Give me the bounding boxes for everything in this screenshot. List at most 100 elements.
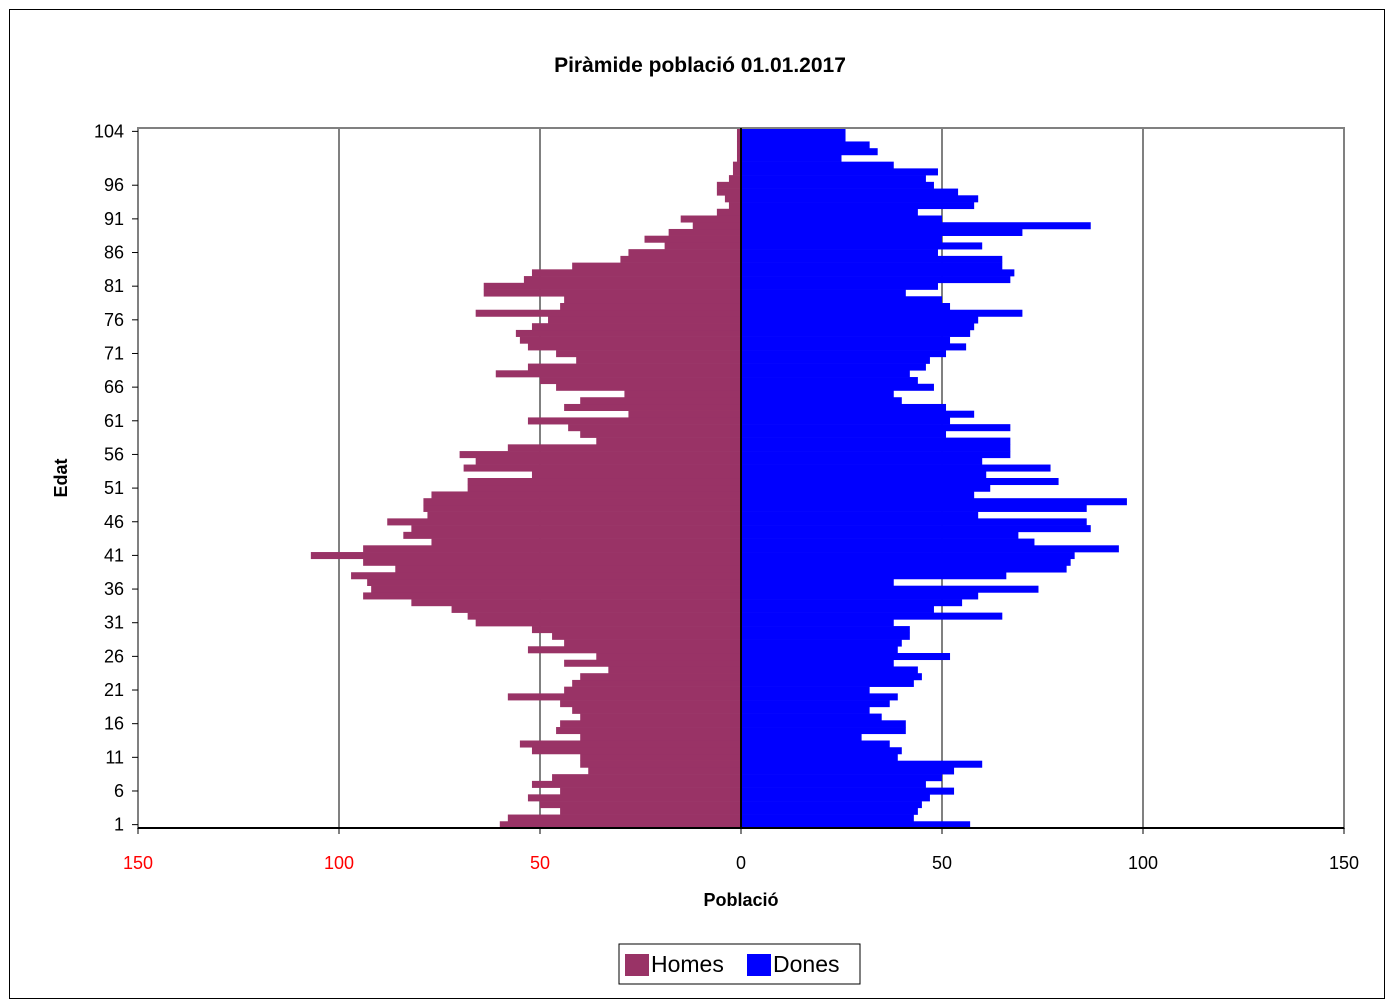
bar-dones-age-99 bbox=[741, 161, 894, 169]
bar-homes-age-18 bbox=[572, 706, 741, 714]
bar-dones-age-30 bbox=[741, 626, 910, 634]
bar-dones-age-77 bbox=[741, 309, 1023, 317]
bar-dones-age-22 bbox=[741, 679, 914, 687]
y-tick-label-9: 46 bbox=[104, 512, 124, 532]
y-tick-label-2: 11 bbox=[105, 747, 124, 767]
bar-homes-age-69 bbox=[527, 363, 741, 371]
x-axis-title: Població bbox=[703, 890, 778, 910]
bar-homes-age-64 bbox=[580, 397, 741, 405]
legend-label-homes: Homes bbox=[651, 951, 724, 977]
bar-homes-age-85 bbox=[620, 255, 741, 263]
bar-dones-age-57 bbox=[741, 444, 1011, 452]
bar-homes-age-86 bbox=[628, 249, 741, 257]
bar-dones-age-90 bbox=[741, 222, 1091, 230]
bar-dones-age-52 bbox=[741, 478, 1059, 486]
bar-dones-age-1 bbox=[741, 821, 971, 829]
bar-dones-age-38 bbox=[741, 572, 1007, 580]
bar-homes-age-47 bbox=[427, 511, 741, 519]
bar-homes-age-4 bbox=[540, 801, 741, 809]
bar-dones-age-62 bbox=[741, 410, 975, 418]
bar-dones-age-68 bbox=[741, 370, 910, 378]
legend-swatch-homes bbox=[625, 954, 649, 976]
bar-homes-age-73 bbox=[519, 336, 741, 344]
bar-homes-age-16 bbox=[560, 720, 741, 728]
bar-homes-age-79 bbox=[564, 296, 741, 304]
bar-dones-age-58 bbox=[741, 437, 1011, 445]
bar-homes-age-83 bbox=[531, 269, 741, 277]
bar-dones-age-5 bbox=[741, 794, 930, 802]
bar-dones-age-93 bbox=[741, 202, 975, 210]
bar-homes-age-14 bbox=[580, 733, 741, 741]
bar-dones-age-28 bbox=[741, 639, 902, 647]
bar-homes-age-19 bbox=[560, 700, 741, 708]
bar-homes-age-25 bbox=[564, 659, 741, 667]
y-tick-label-0: 1 bbox=[114, 815, 124, 835]
bar-dones-age-56 bbox=[741, 451, 1011, 459]
bar-dones-age-104 bbox=[741, 128, 846, 136]
bar-dones-age-36 bbox=[741, 585, 1039, 593]
bar-dones-age-42 bbox=[741, 545, 1119, 553]
bar-homes-age-48 bbox=[423, 504, 741, 512]
bar-homes-age-28 bbox=[564, 639, 741, 647]
bar-dones-age-61 bbox=[741, 417, 951, 425]
bar-dones-age-94 bbox=[741, 195, 979, 203]
bar-homes-age-41 bbox=[310, 552, 741, 560]
y-tick-label-11: 56 bbox=[104, 444, 124, 464]
bar-homes-age-89 bbox=[668, 228, 741, 236]
bar-dones-age-64 bbox=[741, 397, 902, 405]
bar-dones-age-49 bbox=[741, 498, 1127, 506]
y-tick-label-12: 61 bbox=[104, 411, 124, 431]
bar-homes-age-38 bbox=[351, 572, 741, 580]
bar-dones-age-88 bbox=[741, 235, 942, 243]
x-tick-label-2: 50 bbox=[530, 853, 550, 873]
homes-bars bbox=[310, 128, 741, 829]
bar-dones-age-10 bbox=[741, 760, 983, 768]
bar-homes-age-50 bbox=[431, 491, 741, 499]
bar-dones-age-35 bbox=[741, 592, 979, 600]
bar-homes-age-11 bbox=[580, 753, 741, 761]
bar-homes-age-101 bbox=[736, 148, 741, 156]
bar-homes-age-10 bbox=[580, 760, 741, 768]
bar-dones-age-73 bbox=[741, 336, 951, 344]
bar-homes-age-29 bbox=[552, 632, 741, 640]
bar-homes-age-15 bbox=[556, 727, 741, 735]
x-tick-label-4: 50 bbox=[932, 853, 952, 873]
bar-homes-age-23 bbox=[580, 673, 741, 681]
bar-homes-age-6 bbox=[560, 787, 741, 795]
bar-dones-age-45 bbox=[741, 525, 1091, 533]
y-tick-labels: 1611162126313641465156616671768186919610… bbox=[94, 121, 124, 834]
bar-dones-age-20 bbox=[741, 693, 898, 701]
axes bbox=[132, 127, 1345, 834]
x-tick-labels: 150 100 50 0 50 100 150 bbox=[123, 853, 1359, 873]
bar-dones-age-18 bbox=[741, 706, 870, 714]
bar-dones-age-12 bbox=[741, 747, 902, 755]
y-tick-label-17: 86 bbox=[104, 243, 124, 263]
bar-homes-age-3 bbox=[560, 807, 741, 815]
bar-homes-age-55 bbox=[475, 457, 741, 465]
bar-homes-age-68 bbox=[495, 370, 741, 378]
bar-dones-age-39 bbox=[741, 565, 1067, 573]
y-tick-label-20: 104 bbox=[94, 121, 124, 141]
bar-dones-age-72 bbox=[741, 343, 967, 351]
bar-dones-age-91 bbox=[741, 215, 942, 223]
legend-label-dones: Dones bbox=[773, 951, 839, 977]
bar-homes-age-54 bbox=[463, 464, 741, 472]
bar-dones-age-60 bbox=[741, 424, 1011, 432]
bar-dones-age-76 bbox=[741, 316, 979, 324]
bar-homes-age-76 bbox=[548, 316, 741, 324]
bar-dones-age-83 bbox=[741, 269, 1015, 277]
bar-homes-age-99 bbox=[732, 161, 741, 169]
bar-dones-age-74 bbox=[741, 329, 971, 337]
bar-dones-age-6 bbox=[741, 787, 955, 795]
bar-homes-age-87 bbox=[664, 242, 741, 250]
bar-homes-age-57 bbox=[507, 444, 741, 452]
y-tick-label-5: 26 bbox=[104, 646, 124, 666]
bar-dones-age-13 bbox=[741, 740, 890, 748]
bar-homes-age-26 bbox=[596, 653, 741, 661]
x-tick-label-6: 150 bbox=[1329, 853, 1359, 873]
bar-homes-age-45 bbox=[411, 525, 741, 533]
bar-homes-age-104 bbox=[736, 128, 741, 136]
bar-dones-age-47 bbox=[741, 511, 979, 519]
bar-homes-age-31 bbox=[475, 619, 741, 627]
